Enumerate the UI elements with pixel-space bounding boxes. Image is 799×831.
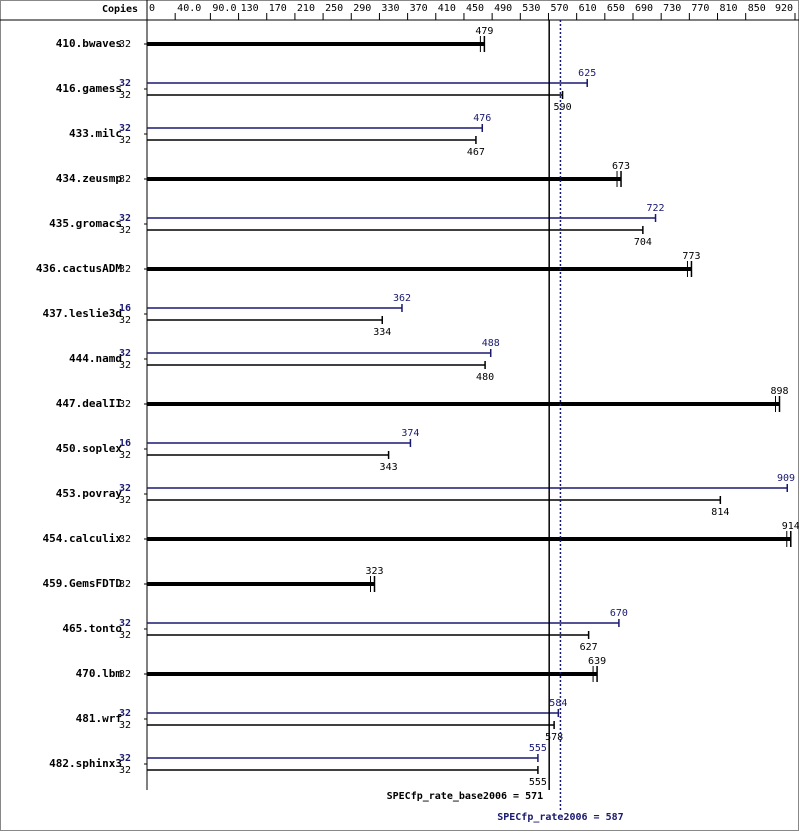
x-tick-label: 650 [607, 3, 625, 14]
value-label: 480 [476, 372, 494, 383]
category-label: 437.leslie3d [43, 307, 122, 320]
copies-label: 32 [119, 534, 131, 545]
copies-label: 16 [119, 303, 131, 314]
value-label: 914 [782, 521, 799, 532]
x-tick-label: 0 [149, 3, 155, 14]
category-label: 470.lbm [76, 667, 123, 680]
x-tick-label: 920 [775, 3, 793, 14]
copies-label: 32 [119, 495, 131, 506]
value-label: 584 [549, 698, 567, 709]
x-tick-label: 130 [241, 3, 259, 14]
value-label: 627 [580, 642, 598, 653]
x-tick-label: 730 [663, 3, 681, 14]
copies-label: 32 [119, 618, 131, 629]
category-label: 459.GemsFDTD [43, 577, 123, 590]
reference-label: SPECfp_rate_base2006 = 571 [387, 791, 544, 802]
category-label: 447.dealII [56, 397, 122, 410]
copies-label: 32 [119, 348, 131, 359]
value-label: 555 [529, 777, 547, 788]
copies-label: 32 [119, 78, 131, 89]
category-label: 444.namd [69, 352, 122, 365]
copies-label: 32 [119, 753, 131, 764]
value-label: 814 [711, 507, 729, 518]
value-label: 476 [473, 113, 491, 124]
category-label: 433.milc [69, 127, 122, 140]
x-tick-label: 690 [635, 3, 653, 14]
x-tick-label: 810 [720, 3, 738, 14]
x-tick-label: 210 [297, 3, 315, 14]
value-label: 555 [529, 743, 547, 754]
value-label: 334 [373, 327, 391, 338]
copies-label: 32 [119, 720, 131, 731]
copies-label: 32 [119, 123, 131, 134]
value-label: 909 [777, 473, 795, 484]
category-label: 450.soplex [56, 442, 123, 455]
copies-header: Copies [102, 3, 138, 15]
value-label: 722 [647, 203, 665, 214]
x-tick-label: 410 [438, 3, 456, 14]
x-tick-label: 530 [522, 3, 540, 14]
category-label: 481.wrf [76, 712, 122, 725]
value-label: 343 [380, 462, 398, 473]
x-tick-label: 250 [325, 3, 343, 14]
category-label: 453.povray [56, 487, 123, 500]
x-tick-label: 850 [748, 3, 766, 14]
category-label: 436.cactusADM [36, 262, 122, 275]
x-tick-label: 570 [550, 3, 568, 14]
x-tick-label: 450 [466, 3, 484, 14]
copies-label: 32 [119, 360, 131, 371]
value-label: 639 [588, 656, 606, 667]
copies-label: 32 [119, 39, 131, 50]
value-label: 578 [545, 732, 563, 743]
value-label: 670 [610, 608, 628, 619]
copies-label: 32 [119, 483, 131, 494]
value-label: 374 [401, 428, 419, 439]
value-label: 488 [482, 338, 500, 349]
copies-label: 16 [119, 438, 131, 449]
category-label: 410.bwaves [56, 37, 122, 50]
copies-label: 32 [119, 450, 131, 461]
x-tick-label: 170 [269, 3, 287, 14]
x-tick-label: 770 [691, 3, 709, 14]
value-label: 362 [393, 293, 411, 304]
copies-label: 32 [119, 765, 131, 776]
copies-label: 32 [119, 90, 131, 101]
x-tick-label: 90.0 [212, 3, 236, 14]
x-tick-label: 610 [579, 3, 597, 14]
copies-label: 32 [119, 399, 131, 410]
copies-label: 32 [119, 315, 131, 326]
x-tick-label: 330 [381, 3, 399, 14]
copies-label: 32 [119, 174, 131, 185]
category-label: 482.sphinx3 [49, 757, 122, 770]
reference-label: SPECfp_rate2006 = 587 [497, 812, 623, 823]
copies-label: 32 [119, 630, 131, 641]
value-label: 590 [554, 102, 572, 113]
x-tick-label: 290 [353, 3, 371, 14]
value-label: 323 [365, 566, 383, 577]
copies-label: 32 [119, 264, 131, 275]
value-label: 898 [770, 386, 788, 397]
copies-label: 32 [119, 669, 131, 680]
category-label: 465.tonto [62, 622, 122, 635]
value-label: 625 [578, 68, 596, 79]
copies-label: 32 [119, 213, 131, 224]
value-label: 467 [467, 147, 485, 158]
value-label: 704 [634, 237, 652, 248]
value-label: 773 [682, 251, 700, 262]
category-label: 416.gamess [56, 82, 122, 95]
x-tick-label: 370 [410, 3, 428, 14]
copies-label: 32 [119, 135, 131, 146]
category-label: 435.gromacs [49, 217, 122, 230]
category-label: 454.calculix [43, 532, 123, 545]
copies-label: 32 [119, 579, 131, 590]
copies-label: 32 [119, 225, 131, 236]
value-label: 673 [612, 161, 630, 172]
x-tick-label: 40.0 [177, 3, 201, 14]
category-label: 434.zeusmp [56, 172, 123, 185]
value-label: 479 [475, 26, 493, 37]
copies-label: 32 [119, 708, 131, 719]
x-tick-label: 490 [494, 3, 512, 14]
